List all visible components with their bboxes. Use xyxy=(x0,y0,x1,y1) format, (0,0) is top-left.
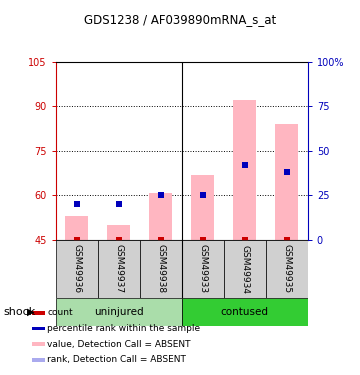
Text: GSM49933: GSM49933 xyxy=(198,244,207,294)
Bar xyxy=(233,100,256,240)
Bar xyxy=(32,311,45,315)
Bar xyxy=(182,298,308,326)
Bar xyxy=(65,216,88,240)
Bar xyxy=(182,240,224,298)
Text: ▶: ▶ xyxy=(27,307,35,317)
Bar xyxy=(266,240,308,298)
Text: uninjured: uninjured xyxy=(94,307,144,317)
Bar xyxy=(98,240,140,298)
Text: GSM49934: GSM49934 xyxy=(240,244,249,294)
Text: count: count xyxy=(48,308,73,317)
Bar xyxy=(149,192,172,240)
Bar xyxy=(224,240,266,298)
Text: GSM49938: GSM49938 xyxy=(156,244,165,294)
Bar xyxy=(191,175,214,240)
Bar xyxy=(140,240,182,298)
Text: GSM49935: GSM49935 xyxy=(282,244,291,294)
Text: percentile rank within the sample: percentile rank within the sample xyxy=(48,324,201,333)
Text: GSM49936: GSM49936 xyxy=(72,244,81,294)
Text: contused: contused xyxy=(221,307,269,317)
Bar xyxy=(56,298,182,326)
Text: shock: shock xyxy=(4,307,36,317)
Bar xyxy=(32,327,45,330)
Text: GSM49937: GSM49937 xyxy=(114,244,123,294)
Text: GDS1238 / AF039890mRNA_s_at: GDS1238 / AF039890mRNA_s_at xyxy=(84,13,276,26)
Text: value, Detection Call = ABSENT: value, Detection Call = ABSENT xyxy=(48,340,191,349)
Bar xyxy=(32,342,45,346)
Bar xyxy=(107,225,130,240)
Bar xyxy=(32,358,45,362)
Text: rank, Detection Call = ABSENT: rank, Detection Call = ABSENT xyxy=(48,356,186,364)
Bar xyxy=(56,240,98,298)
Bar xyxy=(275,124,298,240)
